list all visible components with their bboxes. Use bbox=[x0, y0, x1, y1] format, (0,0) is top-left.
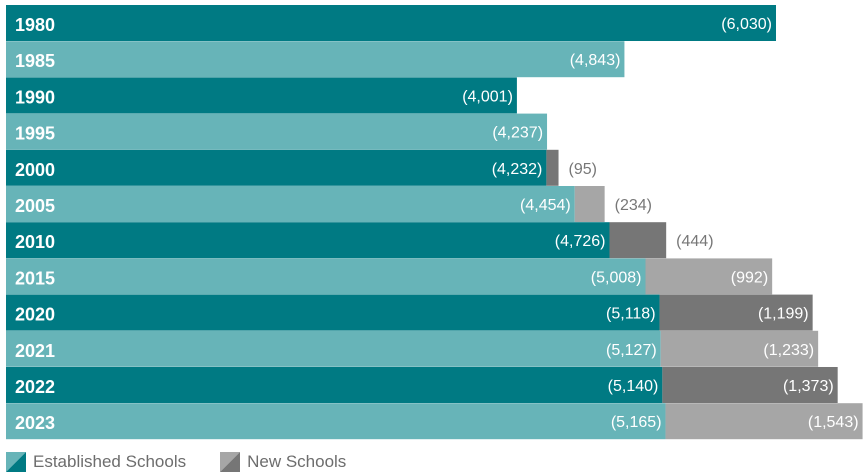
category-label: 2021 bbox=[15, 341, 55, 361]
bar-new bbox=[546, 149, 559, 186]
bar-established bbox=[6, 77, 517, 114]
value-label-new: (444) bbox=[676, 233, 713, 250]
bar-established bbox=[6, 367, 663, 403]
established-swatch-icon bbox=[6, 452, 26, 472]
bar-new bbox=[609, 222, 667, 259]
value-label-established: (4,001) bbox=[462, 88, 513, 105]
category-label: 1995 bbox=[15, 124, 55, 144]
bar-established bbox=[6, 186, 575, 222]
bar-new bbox=[665, 403, 863, 440]
bar-new bbox=[659, 294, 813, 331]
bar-established bbox=[6, 5, 776, 41]
bar-established bbox=[6, 294, 660, 331]
legend-item-new: New Schools bbox=[220, 452, 346, 472]
value-label-new: (1,233) bbox=[763, 342, 814, 359]
stacked-bar-chart: 1980 (6,030) 1985 (4,843) 1990 (4,001) 1995 (4,… bbox=[6, 5, 863, 440]
value-label-established: (5,008) bbox=[591, 269, 642, 286]
value-label-new: (1,199) bbox=[758, 306, 809, 323]
value-label-established: (5,165) bbox=[611, 414, 662, 431]
value-label-new: (1,373) bbox=[783, 378, 834, 395]
value-label-new: (992) bbox=[731, 269, 768, 286]
category-label: 1990 bbox=[15, 87, 55, 107]
bar-new bbox=[645, 258, 773, 295]
bar-established bbox=[6, 403, 666, 440]
value-label-established: (6,030) bbox=[721, 16, 772, 33]
category-label: 2000 bbox=[15, 160, 55, 180]
legend: Established Schools New Schools bbox=[6, 450, 346, 474]
legend-item-established: Established Schools bbox=[6, 452, 186, 472]
bar-established bbox=[6, 113, 548, 150]
bar-new bbox=[660, 330, 819, 367]
value-label-established: (4,843) bbox=[570, 52, 621, 69]
legend-label-established: Established Schools bbox=[33, 452, 187, 471]
category-label: 1980 bbox=[15, 15, 55, 35]
new-swatch-icon bbox=[220, 452, 241, 472]
category-label: 2015 bbox=[15, 268, 55, 288]
value-label-new: (1,543) bbox=[808, 414, 859, 431]
bar-established bbox=[6, 330, 661, 367]
bar-new bbox=[662, 367, 838, 403]
value-label-established: (4,726) bbox=[555, 233, 606, 250]
category-label: 2022 bbox=[15, 377, 55, 397]
category-label: 2005 bbox=[15, 196, 55, 216]
category-label: 2020 bbox=[15, 305, 55, 325]
bar-established bbox=[6, 149, 547, 186]
category-label: 1985 bbox=[15, 51, 55, 71]
legend-label-new: New Schools bbox=[247, 452, 347, 471]
value-label-established: (4,232) bbox=[492, 161, 543, 178]
bar-new bbox=[574, 186, 605, 222]
value-label-established: (4,454) bbox=[520, 197, 571, 214]
value-label-new: (95) bbox=[569, 161, 597, 178]
bar-established bbox=[6, 222, 610, 259]
value-label-established: (5,127) bbox=[606, 342, 657, 359]
category-label: 2010 bbox=[15, 232, 55, 252]
value-label-established: (4,237) bbox=[492, 125, 543, 142]
bar-established bbox=[6, 41, 625, 78]
value-label-established: (5,118) bbox=[606, 306, 656, 323]
category-label: 2023 bbox=[15, 413, 55, 433]
bar-established bbox=[6, 258, 646, 295]
value-label-new: (234) bbox=[615, 197, 652, 214]
value-label-established: (5,140) bbox=[608, 378, 659, 395]
